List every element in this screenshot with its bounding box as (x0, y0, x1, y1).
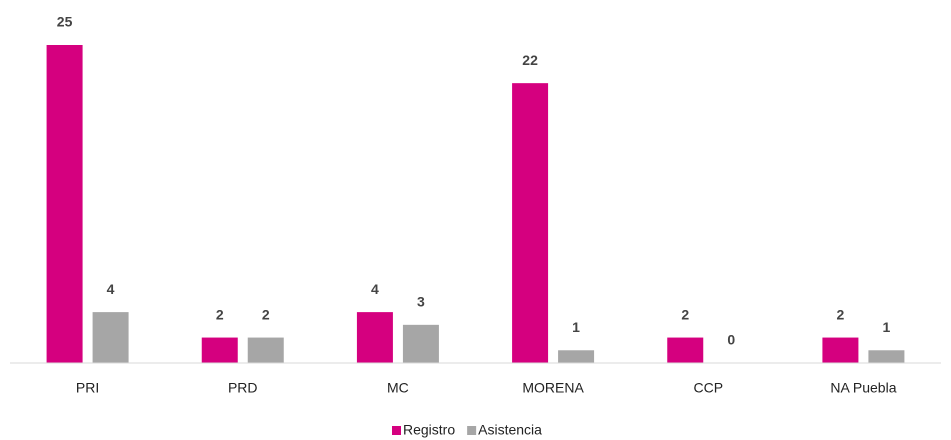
legend-label: Registro (403, 422, 455, 438)
bar (46, 45, 83, 363)
value-label: 4 (371, 281, 379, 297)
bar (667, 337, 704, 363)
bar (356, 312, 393, 363)
value-label: 1 (572, 319, 580, 335)
bar (868, 350, 905, 363)
value-label: 4 (107, 281, 115, 297)
value-label: 2 (216, 306, 224, 322)
bar (402, 324, 439, 363)
value-label: 2 (262, 306, 270, 322)
value-label: 2 (681, 306, 689, 322)
x-tick-label: PRD (228, 380, 258, 396)
bar (247, 337, 284, 363)
value-label: 22 (522, 52, 538, 68)
x-tick-label: NA Puebla (830, 380, 896, 396)
legend-swatch (392, 426, 401, 435)
x-tick-label: CCP (693, 380, 723, 396)
legend-swatch (467, 426, 477, 435)
value-label: 0 (727, 332, 735, 348)
bar (512, 83, 549, 363)
x-tick-label: MORENA (522, 380, 584, 396)
value-label: 3 (417, 294, 425, 310)
x-tick-label: MC (387, 380, 409, 396)
bar (822, 337, 859, 363)
x-tick-label: PRI (76, 380, 99, 396)
bar (92, 312, 129, 363)
value-label: 25 (57, 14, 73, 30)
bar (201, 337, 238, 363)
value-label: 1 (883, 319, 891, 335)
value-label: 2 (837, 306, 845, 322)
bar (558, 350, 595, 363)
legend-label: Asistencia (478, 422, 542, 438)
